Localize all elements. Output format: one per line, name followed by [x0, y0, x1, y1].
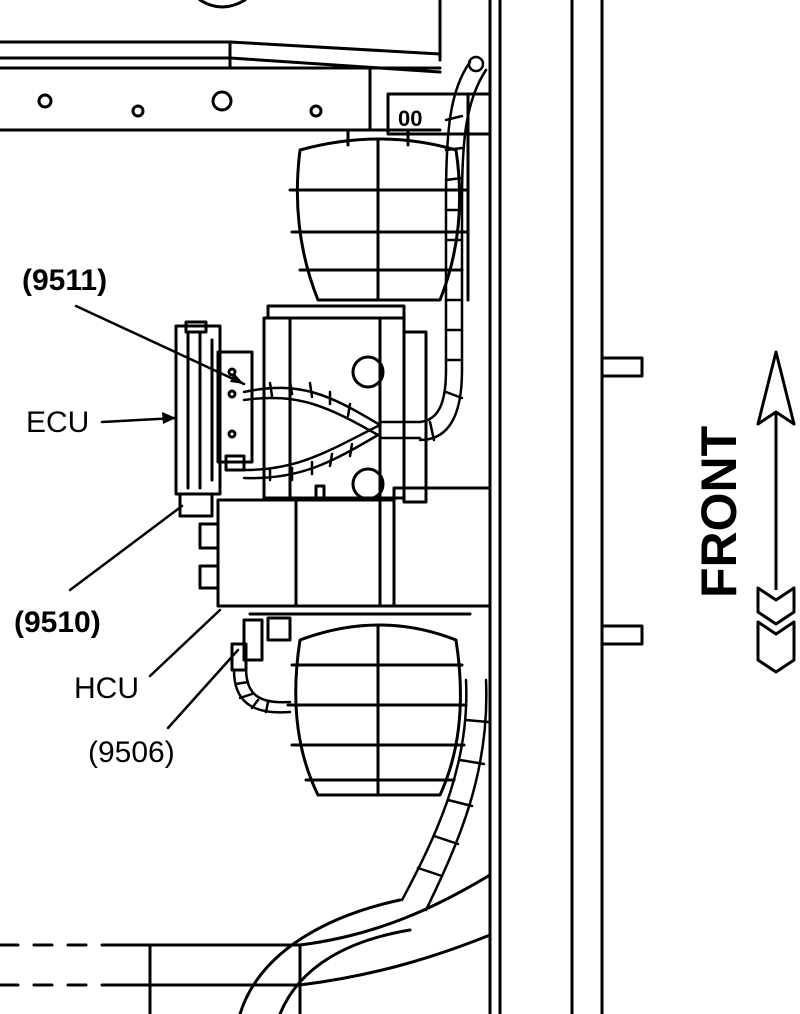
reservoir-upper — [288, 128, 470, 302]
frame-crossmember — [0, 0, 442, 132]
front-arrow-icon — [756, 350, 796, 674]
leader-lines — [68, 304, 246, 730]
label-hcu: HCU — [74, 672, 139, 705]
harness-9506 — [232, 666, 292, 714]
svg-text:00: 00 — [398, 106, 422, 131]
label-9510: (9510) — [14, 606, 101, 639]
bracket-upper: 00 — [386, 92, 492, 302]
harness-lower — [400, 678, 490, 912]
frame-rail — [438, 0, 644, 1014]
leader-hcu — [148, 608, 222, 678]
leader-9510 — [68, 504, 184, 592]
label-ecu: ECU — [26, 406, 89, 439]
hcu-body — [198, 304, 492, 608]
reservoir-lower — [286, 623, 468, 797]
label-9511: (9511) — [22, 264, 107, 297]
label-front: FRONT — [691, 426, 747, 598]
harness-main — [418, 55, 488, 442]
harness-9511 — [242, 379, 422, 482]
leader-9506 — [166, 648, 240, 730]
leader-9511 — [74, 304, 246, 386]
ecu-unit — [174, 320, 254, 518]
label-9506: (9506) — [88, 736, 175, 769]
frame-crossmember-lower — [0, 873, 492, 1014]
